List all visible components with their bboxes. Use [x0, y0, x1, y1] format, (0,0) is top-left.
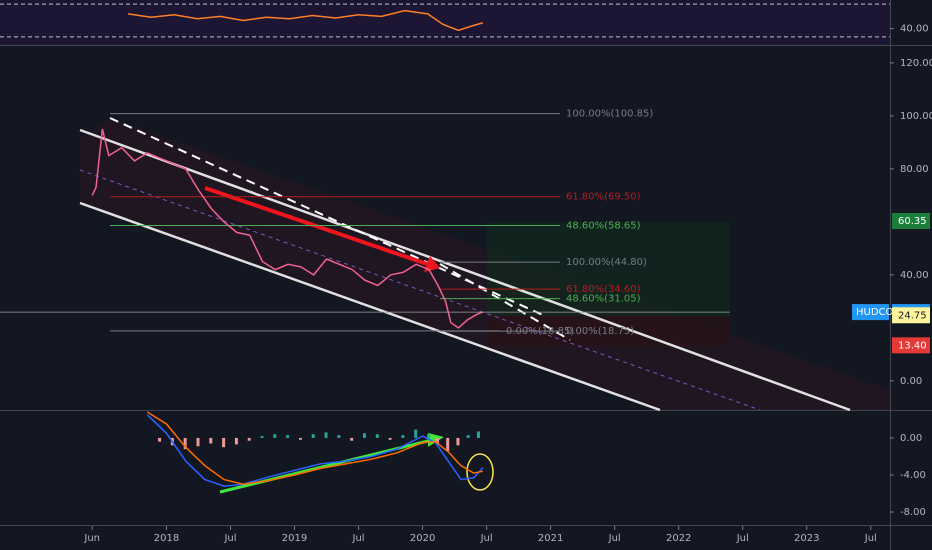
x-tick-label: 2023 [794, 533, 819, 544]
x-tick-label: 2021 [538, 533, 563, 544]
y-tick-label: 80.00 [900, 164, 929, 175]
symbol-tag [852, 304, 889, 321]
x-tick-label: 2022 [666, 533, 691, 544]
histogram-bar [311, 434, 315, 438]
fib-label: 0.00%(18.75) [566, 326, 634, 337]
channel-line [79, 201, 661, 412]
histogram-bar [388, 437, 392, 440]
rsi-pane [0, 0, 890, 45]
highlight-circle [466, 453, 494, 491]
price-tag-label: 24.75 [898, 310, 927, 321]
symbol-label: HUDCO [856, 307, 894, 318]
red-arrow-head [424, 256, 440, 272]
x-tick-label: Jul [608, 533, 621, 544]
y-tick-label: 0.00 [900, 376, 922, 387]
histogram-bar [158, 437, 162, 442]
histogram-bar [337, 435, 341, 438]
series-line [146, 414, 484, 487]
x-tick-label: Jul [223, 533, 236, 544]
price-tag [892, 212, 930, 229]
y-tick-label: -4.00 [900, 470, 926, 481]
x-tick-label: Jun [83, 533, 100, 544]
histogram-bar [260, 436, 264, 438]
histogram-bar [183, 437, 187, 450]
histogram-bar [466, 435, 470, 438]
y-tick-label: 40.00 [900, 24, 929, 35]
series-line [146, 411, 483, 485]
histogram-bar [435, 437, 439, 444]
histogram-bar [324, 432, 328, 438]
histogram-bar [196, 437, 200, 447]
histogram-bar [350, 437, 354, 441]
fib-label: 61.80%(34.60) [566, 284, 641, 295]
fib-label: 48.60%(58.65) [566, 220, 641, 231]
x-tick-label: Jul [480, 533, 493, 544]
histogram-bar [222, 437, 226, 448]
series-line [127, 9, 484, 32]
y-tick-label: -8.00 [900, 507, 926, 518]
histogram-bar [286, 435, 290, 438]
channel-median [79, 169, 761, 411]
fib-label: 100.00%(100.85) [566, 109, 653, 120]
histogram-bar [446, 437, 450, 451]
histogram-bar [401, 435, 405, 438]
histogram-bar [234, 437, 238, 445]
y-tick-label: 0.00 [900, 433, 922, 444]
fib-label: 100.00%(44.80) [566, 257, 647, 268]
red-arrow [204, 186, 431, 267]
histogram-bar [273, 434, 277, 438]
histogram-bar [476, 431, 480, 438]
target-zone [487, 222, 730, 316]
histogram-bar [426, 434, 430, 438]
y-tick-label: 100.00 [900, 111, 932, 122]
x-tick-label: 2020 [410, 533, 435, 544]
histogram-bar [247, 437, 251, 441]
histogram-bar [375, 434, 379, 438]
histogram-bar [298, 437, 302, 440]
series-line [91, 128, 484, 329]
x-tick-label: Jul [352, 533, 365, 544]
price-tag-label: 13.40 [898, 340, 927, 351]
fib-label: 48.60%(31.05) [566, 294, 641, 305]
x-tick-label: 2018 [154, 533, 179, 544]
histogram-bar [362, 433, 366, 438]
x-tick-label: 2019 [282, 533, 307, 544]
histogram-bar [414, 429, 418, 438]
fib-label: 61.80%(69.50) [566, 192, 641, 203]
price-tag-label: 60.35 [898, 216, 927, 227]
channel-line [79, 128, 851, 412]
histogram-bar [456, 437, 460, 446]
price-tag [892, 307, 930, 324]
x-tick-label: Jul [736, 533, 749, 544]
y-tick-label: 40.00 [900, 270, 929, 281]
histogram-bar [209, 437, 213, 444]
price-tag [892, 337, 930, 354]
y-tick-label: 120.00 [900, 58, 932, 69]
x-tick-label: Jul [864, 533, 877, 544]
trend-dash [439, 263, 571, 341]
